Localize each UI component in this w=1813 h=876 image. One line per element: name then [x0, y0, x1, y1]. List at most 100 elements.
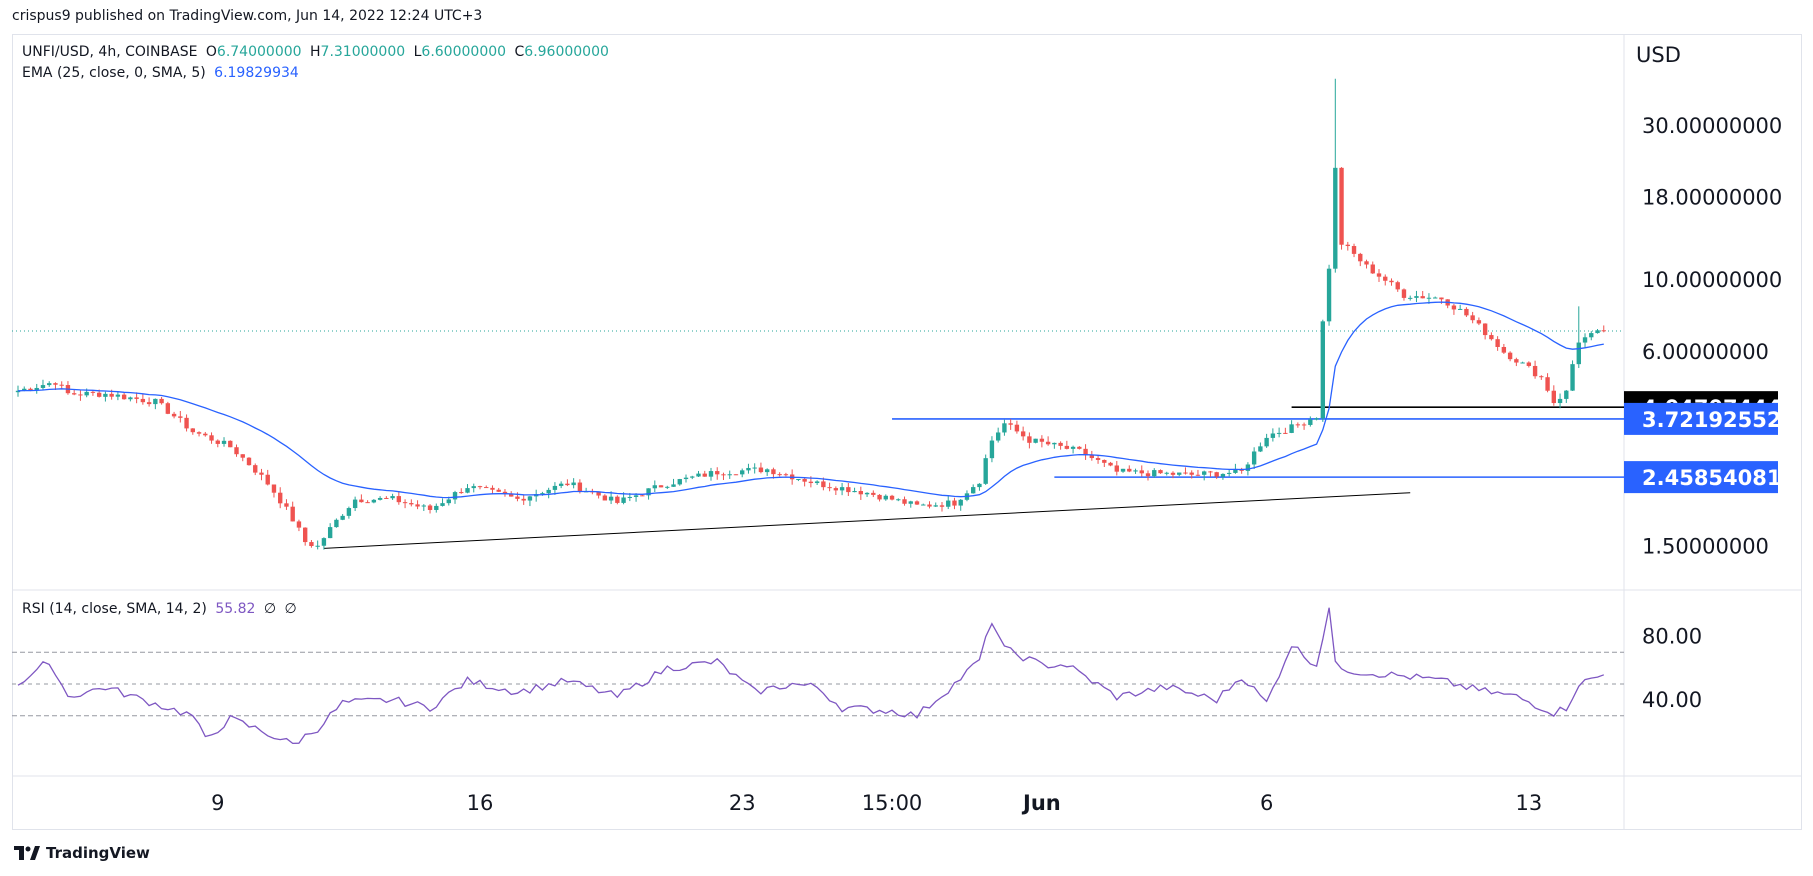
- candle: [78, 390, 83, 401]
- candle: [1582, 333, 1588, 348]
- candle: [371, 499, 377, 504]
- candle: [34, 383, 39, 394]
- candle-body: [477, 486, 483, 488]
- candle: [128, 396, 133, 402]
- candle-body: [627, 496, 633, 498]
- candle-body: [1351, 246, 1357, 254]
- candle-body: [440, 503, 445, 506]
- candle: [858, 486, 864, 500]
- candle-body: [1145, 473, 1151, 477]
- price-tick-label: 10.00000000: [1642, 268, 1782, 292]
- candle: [471, 483, 476, 493]
- candle: [409, 499, 414, 507]
- candle: [1127, 465, 1132, 473]
- candle: [864, 492, 870, 497]
- price-tick-label: 6.00000000: [1642, 340, 1769, 364]
- candle: [1376, 269, 1382, 282]
- rsi-label: RSI (14, close, SMA, 14, 2): [22, 601, 207, 617]
- candle-body: [696, 473, 701, 477]
- candle: [1470, 311, 1475, 324]
- candle-body: [1251, 451, 1257, 465]
- candle-body: [1020, 431, 1026, 437]
- candle: [746, 463, 751, 474]
- candle-body: [952, 500, 957, 506]
- price-tick-label: 30.00000000: [1642, 114, 1782, 138]
- candle-body: [402, 502, 408, 504]
- candle: [1033, 438, 1038, 444]
- chart-frame: [12, 34, 1802, 830]
- candle: [777, 472, 782, 477]
- ohlc-close-value: 6.96000000: [524, 44, 609, 60]
- candle-body: [1564, 390, 1569, 399]
- candle: [1401, 288, 1407, 301]
- tradingview-branding[interactable]: TradingView: [14, 844, 150, 862]
- candle-body: [415, 504, 420, 507]
- candle-body: [278, 492, 283, 504]
- candle: [1089, 450, 1095, 461]
- ohlc-high-value: 7.31000000: [320, 44, 406, 60]
- candle-body: [377, 497, 383, 500]
- candle: [1158, 469, 1163, 474]
- candle: [90, 389, 96, 396]
- candle: [384, 496, 389, 499]
- candle: [477, 485, 483, 490]
- candle-body: [228, 440, 233, 448]
- candle: [1557, 393, 1563, 409]
- candle-body: [47, 383, 52, 386]
- candle: [1520, 361, 1525, 364]
- candle-body: [1033, 438, 1038, 443]
- candle: [1351, 243, 1357, 258]
- candle: [352, 496, 358, 512]
- candle-body: [1401, 289, 1407, 298]
- candle: [1108, 461, 1113, 467]
- candle: [783, 472, 789, 477]
- time-tick-label: 23: [729, 791, 756, 815]
- candle-body: [877, 494, 882, 500]
- candle: [971, 484, 976, 494]
- candle: [552, 482, 558, 495]
- candle-body: [1320, 321, 1326, 419]
- candle: [15, 385, 21, 397]
- candle-body: [827, 487, 832, 489]
- candle-body: [265, 474, 270, 485]
- candle-body: [971, 487, 976, 494]
- candle: [346, 506, 352, 519]
- candle-body: [296, 521, 302, 528]
- candle: [1576, 306, 1581, 369]
- candle-body: [84, 391, 89, 396]
- candle-body: [384, 497, 389, 499]
- candle-body: [958, 499, 963, 506]
- candle: [390, 493, 395, 500]
- candle-body: [808, 481, 814, 484]
- candle-body: [153, 398, 158, 405]
- candle: [1095, 455, 1101, 464]
- candle: [846, 483, 851, 497]
- candle: [121, 392, 127, 400]
- candle: [290, 501, 295, 522]
- trend-line: [323, 492, 1411, 549]
- candle-body: [396, 496, 402, 503]
- candle-body: [128, 397, 133, 400]
- candle-body: [346, 508, 352, 516]
- candle-body: [1395, 282, 1400, 290]
- candle: [764, 468, 770, 476]
- rsi-legend: RSI (14, close, SMA, 14, 2) 55.82 ∅ ∅: [22, 601, 301, 617]
- candle-body: [59, 384, 64, 386]
- candle-body: [103, 393, 108, 397]
- candle: [902, 496, 907, 506]
- price-label: 3.72192552: [1624, 402, 1781, 435]
- candle: [502, 489, 508, 497]
- candle: [871, 490, 876, 498]
- candle-body: [571, 482, 576, 486]
- candle: [1570, 360, 1575, 391]
- candle-body: [359, 499, 364, 503]
- time-tick-label: 6: [1260, 791, 1273, 815]
- candle-body: [896, 499, 901, 501]
- candle: [184, 414, 189, 432]
- rsi-layer: [12, 607, 1624, 745]
- candle: [1439, 297, 1444, 304]
- candle-body: [28, 388, 33, 391]
- candle-body: [1045, 441, 1051, 445]
- candle: [696, 470, 701, 477]
